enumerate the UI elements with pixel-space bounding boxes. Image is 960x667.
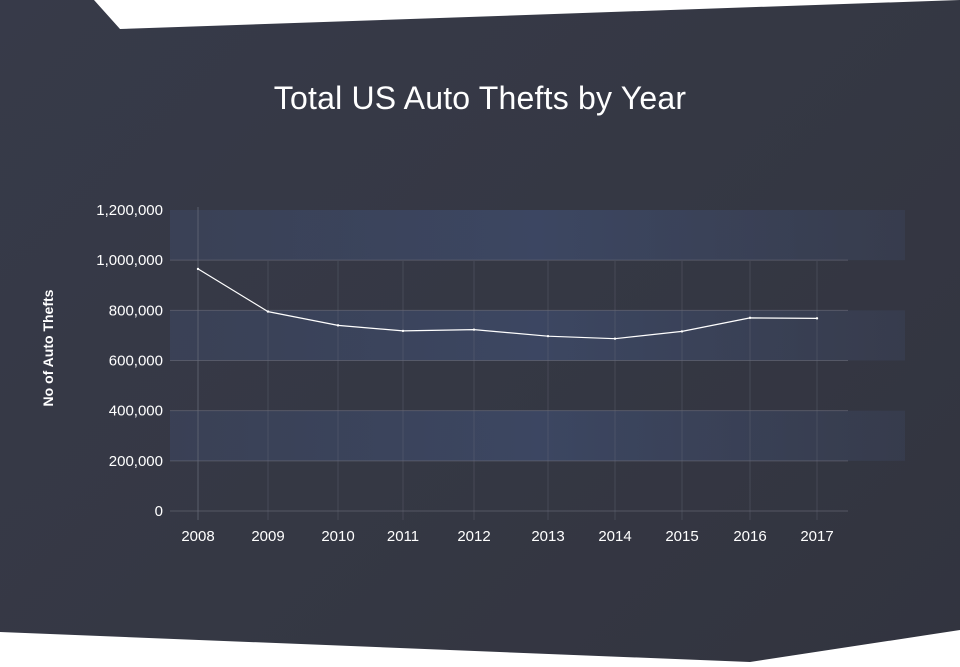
data-point xyxy=(613,337,617,340)
x-tick-label: 2009 xyxy=(251,528,284,545)
x-tick-label: 2010 xyxy=(321,528,354,545)
y-tick-label: 0 xyxy=(155,503,163,520)
chart-title: Total US Auto Thefts by Year xyxy=(273,80,687,116)
x-tick-label: 2008 xyxy=(181,528,214,545)
series-group xyxy=(196,267,819,340)
x-tick-label: 2011 xyxy=(387,528,419,545)
y-tick-label: 200,000 xyxy=(109,453,163,470)
data-point xyxy=(748,316,752,320)
band-0 xyxy=(170,210,905,261)
x-tick-label: 2012 xyxy=(457,528,490,545)
y-tick-label: 1,200,000 xyxy=(96,202,163,219)
x-tick-label: 2016 xyxy=(733,528,766,545)
y-axis-tick-labels: 0 200,000 400,000 600,000 800,000 1,000,000 1,… xyxy=(96,202,163,520)
y-tick-label: 800,000 xyxy=(109,302,163,319)
data-point xyxy=(472,328,476,331)
data-point xyxy=(266,310,270,313)
y-axis-label: No of Auto Thefts xyxy=(40,289,56,406)
series-line xyxy=(197,268,818,340)
x-tick-label: 2014 xyxy=(598,528,631,545)
y-tick-label: 400,000 xyxy=(109,403,163,420)
x-tick-label: 2017 xyxy=(800,528,833,545)
data-point xyxy=(546,334,550,338)
vertical-gridlines xyxy=(197,207,818,520)
x-tick-label: 2013 xyxy=(531,528,564,545)
data-point xyxy=(401,329,405,333)
horizontal-gridlines xyxy=(170,259,848,512)
x-tick-label: 2015 xyxy=(665,528,698,545)
y-tick-label: 600,000 xyxy=(109,353,163,370)
x-axis-tick-labels: 2008 2009 2010 2011 2012 2013 2014 2015 2016 2017 xyxy=(181,528,833,545)
data-point xyxy=(815,317,819,320)
data-point xyxy=(196,267,200,271)
band-2 xyxy=(170,410,905,461)
data-point xyxy=(336,324,340,327)
data-point xyxy=(680,330,684,333)
y-tick-label: 1,000,000 xyxy=(96,252,163,269)
